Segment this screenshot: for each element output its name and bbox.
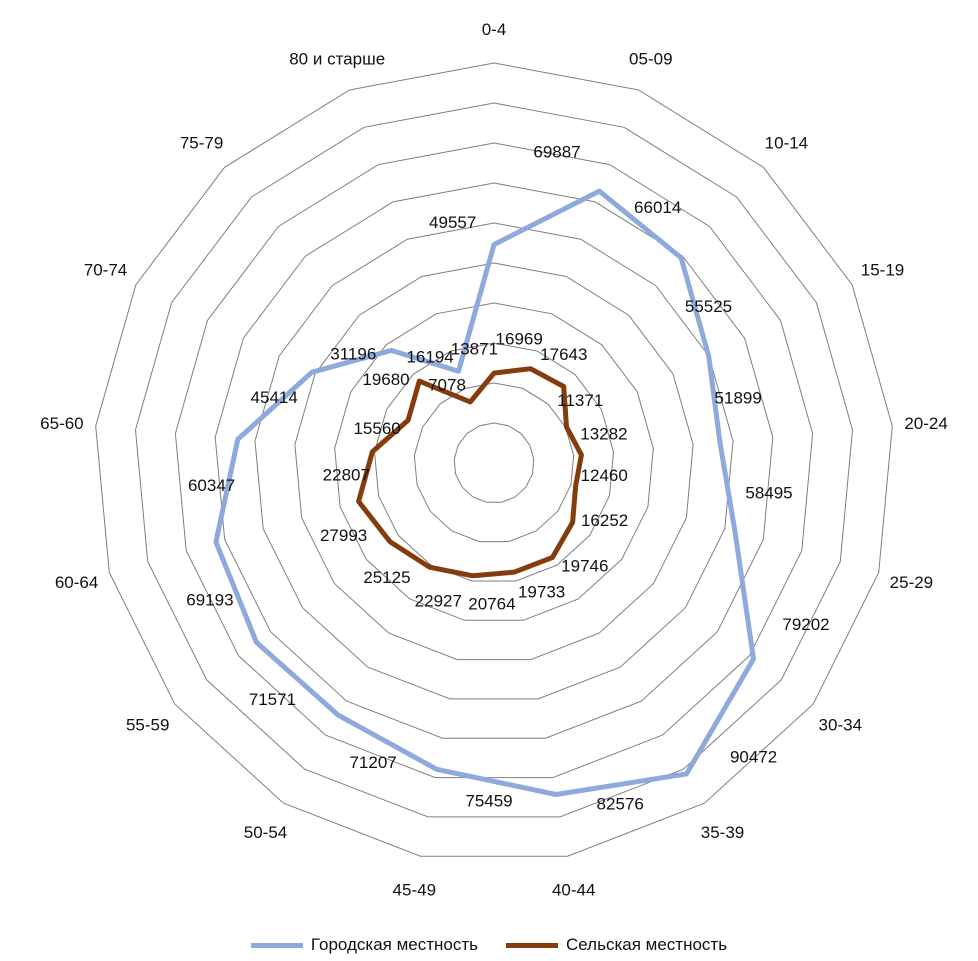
grid-ring	[373, 342, 615, 582]
grid-ring	[214, 182, 774, 739]
grid-ring	[294, 262, 694, 661]
data-label-series-1: 12460	[581, 466, 628, 485]
data-label-series-0: 51899	[715, 388, 762, 407]
data-label-series-1: 17643	[540, 345, 587, 364]
category-label: 05-09	[629, 49, 672, 68]
data-label-series-1: 25125	[363, 568, 410, 587]
grid-ring	[453, 422, 535, 503]
data-label-series-1: 13871	[451, 340, 498, 359]
series-line-1	[356, 366, 584, 579]
data-label-series-0: 16194	[406, 347, 453, 366]
data-label-series-0: 82576	[597, 795, 644, 814]
legend-label-urban: Городская местность	[310, 935, 479, 954]
legend-item-urban: Городская местность	[250, 935, 479, 955]
category-label: 70-74	[84, 261, 127, 280]
data-label-series-1: 15560	[353, 419, 400, 438]
data-label-series-0: 45414	[251, 388, 298, 407]
radar-series	[213, 188, 756, 797]
legend-swatch-urban	[250, 942, 303, 948]
legend: Городская местность Сельская местность	[0, 932, 978, 958]
category-label: 45-49	[393, 881, 436, 900]
data-label-series-0: 71571	[249, 690, 296, 709]
category-label: 35-39	[701, 823, 744, 842]
data-label-series-1: 7078	[428, 376, 466, 395]
data-label-series-0: 60347	[188, 476, 235, 495]
data-label-series-1: 19680	[362, 370, 409, 389]
data-label-series-1: 19746	[561, 557, 608, 576]
series-line-0	[213, 188, 756, 797]
data-label-series-1: 13282	[580, 425, 627, 444]
radar-grid	[95, 62, 893, 857]
category-label: 60-64	[55, 573, 98, 592]
data-label-series-0: 69887	[533, 143, 580, 162]
data-label-series-0: 90472	[730, 747, 777, 766]
category-label: 40-44	[552, 881, 595, 900]
legend-label-rural: Сельская местность	[566, 935, 728, 954]
data-label-series-0: 69193	[186, 590, 233, 609]
data-label-series-1: 11371	[557, 391, 603, 410]
data-label-series-0: 66014	[634, 198, 681, 217]
data-label-series-0: 58495	[745, 484, 792, 503]
legend-item-rural: Сельская местность	[506, 935, 727, 955]
category-label: 65-60	[40, 414, 83, 433]
data-label-series-1: 19733	[518, 583, 565, 602]
grid-ring	[254, 222, 734, 700]
grid-ring	[334, 302, 654, 621]
category-label: 75-79	[180, 133, 223, 152]
category-labels: 0-4 05-09 10-14 15-19 20-24 25-29 30-34 35-39 40…	[40, 20, 948, 900]
category-label: 55-59	[126, 716, 169, 735]
category-label: 0-4	[482, 20, 507, 39]
data-label-series-1: 22927	[415, 592, 462, 611]
grid-ring	[413, 382, 575, 543]
category-label: 50-54	[244, 823, 287, 842]
data-label-series-0: 71207	[349, 753, 396, 772]
category-label: 80 и старше	[289, 49, 385, 68]
data-label-series-0: 75459	[465, 792, 512, 811]
data-label-series-0: 79202	[782, 615, 829, 634]
data-label-series-0: 31196	[330, 345, 376, 364]
data-label-series-1: 22807	[323, 466, 370, 485]
data-label-series-1: 20764	[468, 595, 515, 614]
data-label-series-1: 16969	[496, 329, 543, 348]
legend-swatch-rural	[506, 942, 559, 948]
data-label-series-0: 55525	[685, 297, 732, 316]
data-label-series-1: 16252	[581, 511, 628, 530]
category-label: 20-24	[904, 414, 947, 433]
grid-ring	[95, 62, 893, 857]
data-label-series-0: 49557	[429, 213, 476, 232]
value-labels: 49557 69887 66014 55525 51899 58495 79202 90472…	[186, 143, 829, 814]
grid-ring	[174, 142, 814, 779]
grid-ring	[134, 102, 854, 818]
data-label-series-1: 27993	[320, 526, 367, 545]
category-label: 15-19	[861, 261, 904, 280]
category-label: 10-14	[765, 133, 808, 152]
category-label: 25-29	[890, 573, 933, 592]
category-label: 30-34	[819, 716, 862, 735]
radar-chart: 0-4 05-09 10-14 15-19 20-24 25-29 30-34 35-39 40…	[40, 20, 948, 900]
